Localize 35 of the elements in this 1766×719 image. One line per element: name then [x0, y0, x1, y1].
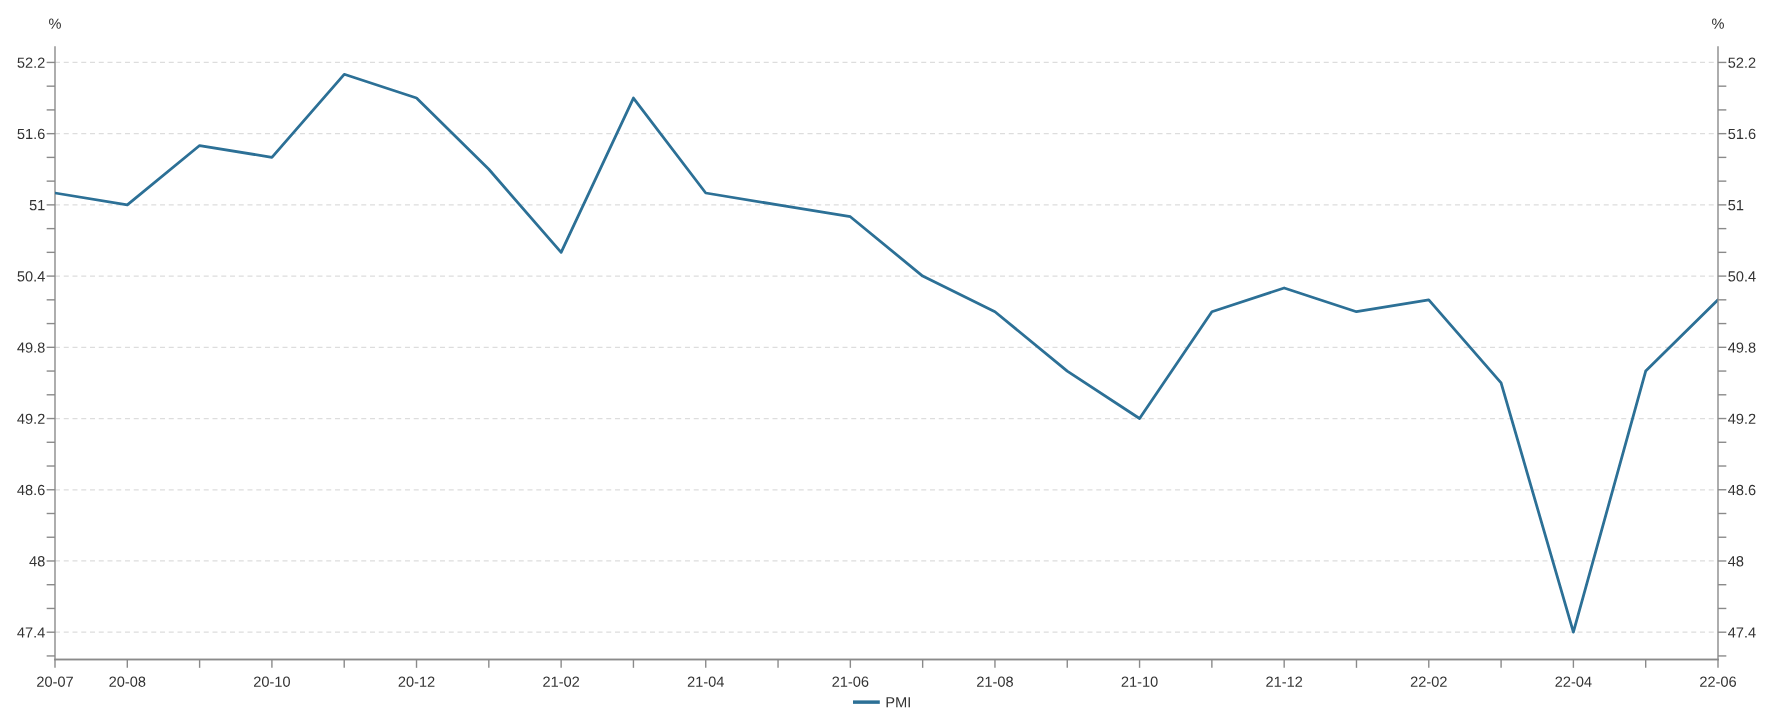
- y2-tick-label: 52.2: [1728, 57, 1756, 68]
- x-tick-label: 20-07: [37, 676, 73, 687]
- legend-label: PMI: [886, 697, 910, 708]
- x-tick-label: 21-04: [687, 676, 724, 687]
- x-tick-label: 21-08: [977, 676, 1013, 687]
- x-tick-label: 22-02: [1410, 676, 1447, 687]
- line-series: [55, 72, 1718, 634]
- y2-tick-label: 49.8: [1728, 342, 1756, 353]
- y-tick-label: 48: [29, 556, 45, 567]
- x-tick-label: 20-10: [254, 676, 290, 687]
- y2-axis-title: %: [1712, 18, 1724, 29]
- y-tick-label: 49.8: [17, 342, 45, 353]
- y-tick-label: 50.4: [17, 271, 45, 282]
- y-tick-label: 47.4: [17, 627, 45, 638]
- y-tick-label: 48.6: [17, 484, 45, 496]
- x-tick-label: 22-06: [1700, 676, 1737, 687]
- y2-tick-label: 51.6: [1728, 128, 1756, 140]
- y-tick-label: 49.2: [17, 413, 45, 424]
- x-tick-label: 21-12: [1266, 676, 1303, 687]
- x-tick-label: 20-12: [398, 676, 435, 687]
- y2-tick-label: 48: [1728, 556, 1744, 567]
- y-tick-label: 51: [29, 200, 45, 211]
- y-tick-label: 52.2: [17, 57, 45, 68]
- y2-tick-label: 50.4: [1728, 271, 1756, 282]
- y2-tick-label: 51: [1728, 200, 1744, 211]
- y2-tick-label: 47.4: [1728, 627, 1756, 638]
- y-axis-title: %: [49, 18, 61, 29]
- x-tick-label: 21-02: [543, 676, 580, 687]
- x-tick-label: 20-08: [109, 676, 146, 687]
- x-tick-label: 22-04: [1555, 676, 1592, 687]
- y-tick-label: 51.6: [17, 128, 45, 140]
- y2-tick-label: 48.6: [1728, 484, 1756, 496]
- x-tick-label: 21-10: [1121, 676, 1158, 687]
- x-tick-label: 21-06: [832, 676, 869, 687]
- y2-tick-label: 49.2: [1728, 413, 1756, 424]
